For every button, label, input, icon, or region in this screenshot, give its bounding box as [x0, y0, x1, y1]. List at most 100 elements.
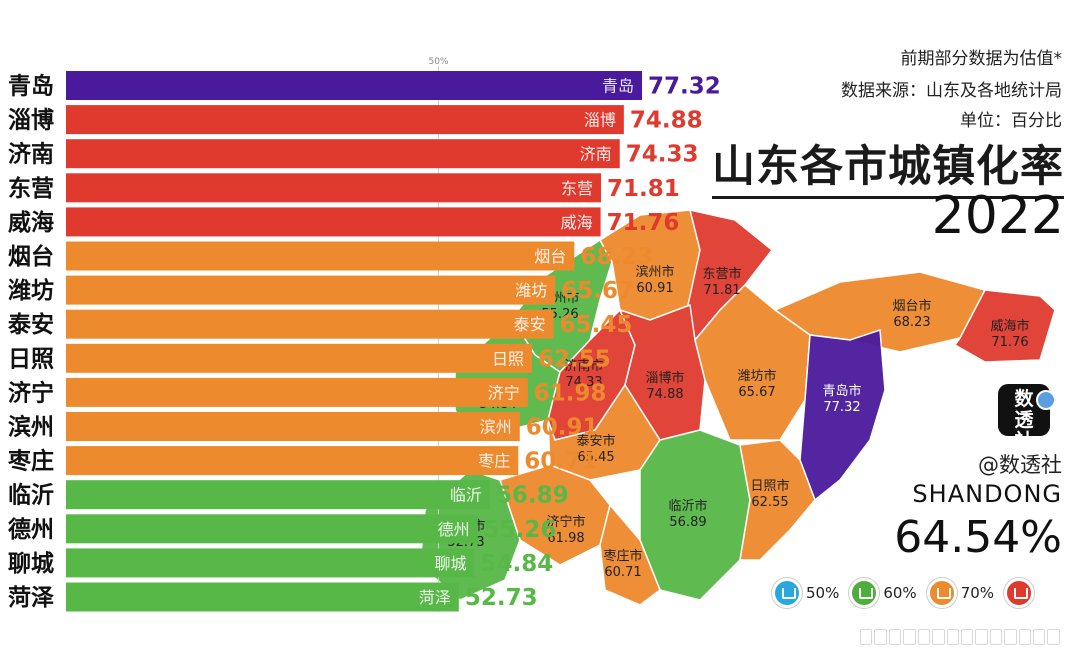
legend-item: 60% — [849, 578, 917, 608]
map-region-value: 77.32 — [823, 400, 860, 415]
brand-logo-text: 数透社 — [1014, 388, 1034, 452]
region-value: 64.54% — [894, 512, 1062, 563]
bar-value-label: 71.81 — [607, 176, 680, 202]
bar-inner-label: 泰安 — [514, 315, 546, 334]
bar-value-label: 71.76 — [607, 210, 680, 236]
strip-segment — [1004, 629, 1017, 645]
bar — [66, 582, 459, 612]
category-label: 枣庄 — [7, 448, 54, 475]
bar-chart: 50% 青岛 青岛 77.32 淄博 淄博 74.88 济南 济南 74.33 东营 东营 71.81 威… — [7, 57, 721, 612]
bar-value-label: 65.67 — [561, 278, 634, 304]
category-label: 济宁 — [8, 379, 54, 406]
legend-label: 60% — [883, 584, 917, 602]
bar — [66, 139, 620, 169]
bar — [66, 105, 624, 135]
map-region-name: 青岛市 — [822, 383, 861, 399]
map-region — [739, 439, 816, 561]
bar-inner-label: 德州 — [438, 520, 470, 539]
unit-label: 单位：百分比 — [960, 111, 1062, 131]
bar-value-label: 74.88 — [630, 108, 703, 134]
bar — [66, 377, 528, 407]
bar — [66, 412, 520, 441]
bar-value-label: 54.84 — [481, 551, 554, 577]
map-region-value: 62.55 — [751, 495, 788, 510]
bar-value-label: 61.98 — [534, 380, 607, 406]
legend-item: 50% — [772, 578, 839, 608]
map-region-name: 烟台市 — [892, 298, 931, 314]
category-label: 烟台 — [8, 243, 54, 270]
bar-value-label: 60.91 — [526, 415, 599, 441]
bar-value-label: 62.55 — [538, 346, 611, 372]
legend-item — [1004, 578, 1035, 608]
strip-segment — [917, 629, 931, 645]
category-label: 日照 — [8, 346, 54, 372]
region-name: SHANDONG — [912, 480, 1062, 508]
house-icon — [1004, 578, 1035, 608]
bar-inner-label: 菏泽 — [419, 588, 451, 607]
strip-segment — [946, 629, 959, 645]
legend-label: 70% — [960, 584, 995, 602]
category-label: 淄博 — [8, 107, 54, 134]
strip-segment — [989, 629, 1003, 645]
bar-value-label: 56.89 — [496, 483, 569, 509]
bar-inner-label: 枣庄 — [478, 452, 510, 471]
legend-label: 50% — [806, 584, 840, 602]
strip-segment — [874, 629, 887, 645]
category-label: 潍坊 — [8, 277, 54, 304]
bar-inner-label: 日照 — [492, 349, 524, 368]
estimate-note: 前期部分数据为估值* — [900, 49, 1063, 69]
house-icon — [849, 578, 880, 608]
bar — [66, 480, 490, 510]
bar-inner-label: 潍坊 — [515, 281, 547, 300]
bar — [66, 207, 601, 237]
bar — [66, 446, 519, 476]
bar — [66, 241, 575, 271]
category-label: 青岛 — [8, 73, 54, 100]
reference-line-label: 50% — [428, 57, 448, 67]
bar-inner-label: 滨州 — [480, 418, 512, 437]
strip-segment — [932, 629, 945, 645]
magnifier-icon — [1036, 390, 1056, 410]
legend-item: 70% — [926, 578, 995, 608]
data-source: 数据来源：山东及各地统计局 — [841, 81, 1062, 101]
strip-segment — [1018, 629, 1032, 645]
bar — [66, 514, 478, 544]
category-label: 聊城 — [8, 550, 54, 577]
strip-segment — [903, 629, 916, 645]
year-label: 2022 — [931, 186, 1064, 246]
category-label: 德州 — [8, 516, 54, 543]
bar — [66, 343, 532, 373]
bar-value-label: 68.23 — [580, 244, 653, 270]
bar-inner-label: 聊城 — [435, 554, 467, 573]
legend: 50% 60% 70% — [772, 578, 1035, 608]
bar-value-label: 77.32 — [648, 74, 721, 100]
bar-inner-label: 临沂 — [450, 486, 482, 505]
category-label: 滨州 — [8, 414, 54, 441]
map-region-value: 71.76 — [991, 335, 1028, 350]
bar-value-label: 52.73 — [465, 585, 538, 611]
house-icon — [926, 578, 957, 608]
brand-handle: @数透社 — [978, 453, 1062, 477]
map-region-name: 威海市 — [990, 318, 1029, 334]
bar — [66, 275, 556, 305]
bar-inner-label: 济南 — [580, 145, 612, 164]
strip-segment — [1047, 629, 1060, 645]
house-icon — [772, 578, 802, 608]
category-label: 济南 — [8, 141, 54, 168]
bar-inner-label: 青岛 — [602, 77, 634, 96]
bar — [66, 548, 475, 578]
bar-inner-label: 东营 — [561, 179, 593, 198]
strip-segment — [960, 629, 974, 645]
strip-segment — [975, 629, 988, 645]
bar-value-label: 55.26 — [484, 517, 557, 543]
strip-segment — [1033, 629, 1046, 645]
category-label: 临沂 — [8, 482, 54, 509]
strip-segment — [860, 629, 873, 645]
bar — [66, 173, 601, 203]
bar-value-label: 60.71 — [524, 449, 597, 475]
map-region-name: 潍坊市 — [737, 368, 776, 384]
strip-segment — [888, 629, 902, 645]
category-label: 泰安 — [7, 311, 54, 338]
map-region — [799, 328, 886, 502]
category-label: 威海 — [8, 209, 54, 236]
